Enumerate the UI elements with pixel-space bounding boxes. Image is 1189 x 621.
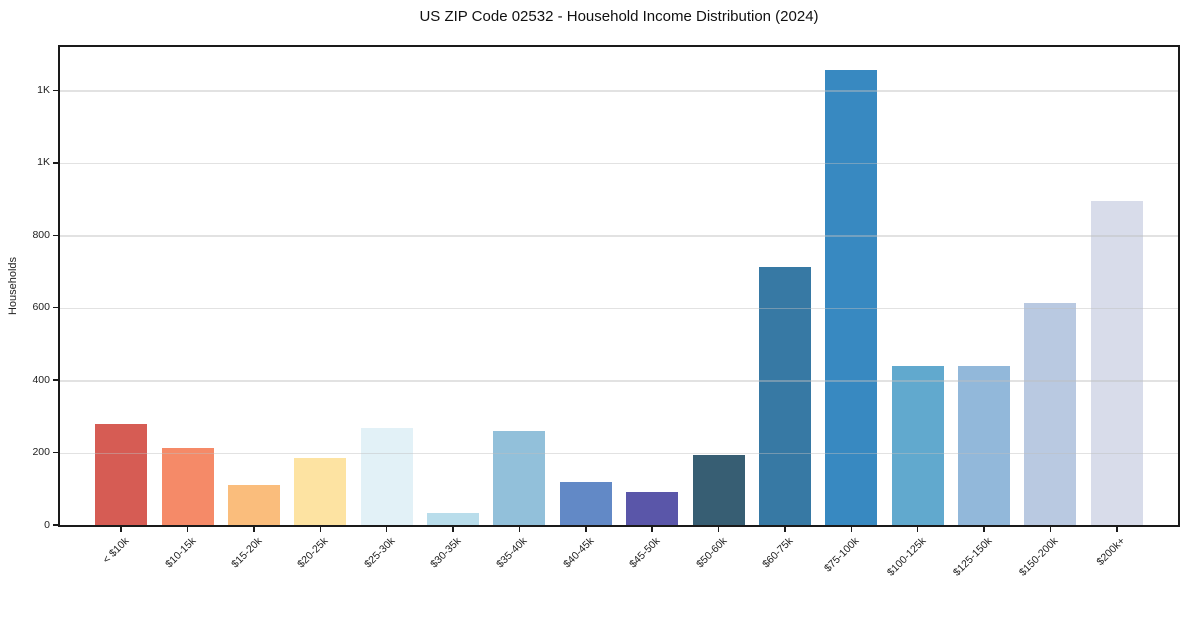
gridline-200 xyxy=(60,452,1178,455)
bar--30-35k xyxy=(427,513,480,525)
x-tick-mark xyxy=(319,527,322,532)
bar--10k xyxy=(95,423,148,525)
y-tick-label: 600 xyxy=(32,301,50,314)
x-tick-mark xyxy=(784,527,786,532)
x-tick-mark xyxy=(1049,527,1052,532)
bar--20-25k xyxy=(294,457,347,525)
x-tick-mark xyxy=(916,527,919,532)
y-tick-label: 0 xyxy=(44,518,50,531)
chart-title: US ZIP Code 02532 - Household Income Dis… xyxy=(419,8,819,25)
bar--35-40k xyxy=(493,430,546,525)
x-tick-mark xyxy=(585,527,587,532)
x-tick-mark xyxy=(1116,527,1118,532)
bar--40-45k xyxy=(559,481,612,525)
gridline-1200 xyxy=(60,90,1178,92)
bar--75-100k xyxy=(825,69,878,525)
y-tick-label: 1K xyxy=(37,83,50,96)
gridline-600 xyxy=(60,307,1178,310)
bar--10-15k xyxy=(161,447,214,525)
bar--45-50k xyxy=(626,492,679,525)
bar--60-75k xyxy=(758,267,811,525)
y-tick-mark xyxy=(53,89,58,92)
y-tick-label: 400 xyxy=(32,373,50,386)
x-tick-mark xyxy=(518,527,521,532)
plot-area xyxy=(58,45,1180,527)
bar--25-30k xyxy=(360,427,413,525)
bar--15-20k xyxy=(227,485,280,525)
x-tick-mark xyxy=(983,527,985,532)
bar--50-60k xyxy=(692,454,745,525)
x-tick-mark xyxy=(717,527,720,532)
figure: US ZIP Code 02532 - Household Income Dis… xyxy=(7,8,1180,579)
gridline-800 xyxy=(60,235,1178,237)
y-tick-mark xyxy=(53,451,58,454)
y-tick-label: 1K xyxy=(37,156,50,169)
x-tick-mark xyxy=(850,527,853,532)
y-tick-mark xyxy=(53,306,58,309)
x-tick-mark xyxy=(651,527,653,532)
bar--100-125k xyxy=(891,365,944,525)
x-tick-mark xyxy=(186,527,189,532)
x-tick-mark xyxy=(120,527,122,532)
x-tick-mark xyxy=(253,527,255,532)
y-tick-mark xyxy=(53,379,58,381)
gridline-1000 xyxy=(60,162,1178,165)
bar--200k+ xyxy=(1090,201,1143,525)
bar--125-150k xyxy=(958,366,1011,525)
y-tick-label: 200 xyxy=(32,446,50,459)
bar--150-200k xyxy=(1024,303,1077,525)
y-tick-mark xyxy=(53,234,58,237)
gridline-400 xyxy=(60,380,1178,382)
x-tick-mark xyxy=(452,527,454,532)
y-tick-mark xyxy=(53,162,58,164)
y-tick-mark xyxy=(53,524,58,526)
grid-layer xyxy=(60,47,1178,525)
bars-layer xyxy=(60,47,1178,525)
x-tick-mark xyxy=(385,527,388,532)
y-tick-label: 800 xyxy=(32,228,50,241)
